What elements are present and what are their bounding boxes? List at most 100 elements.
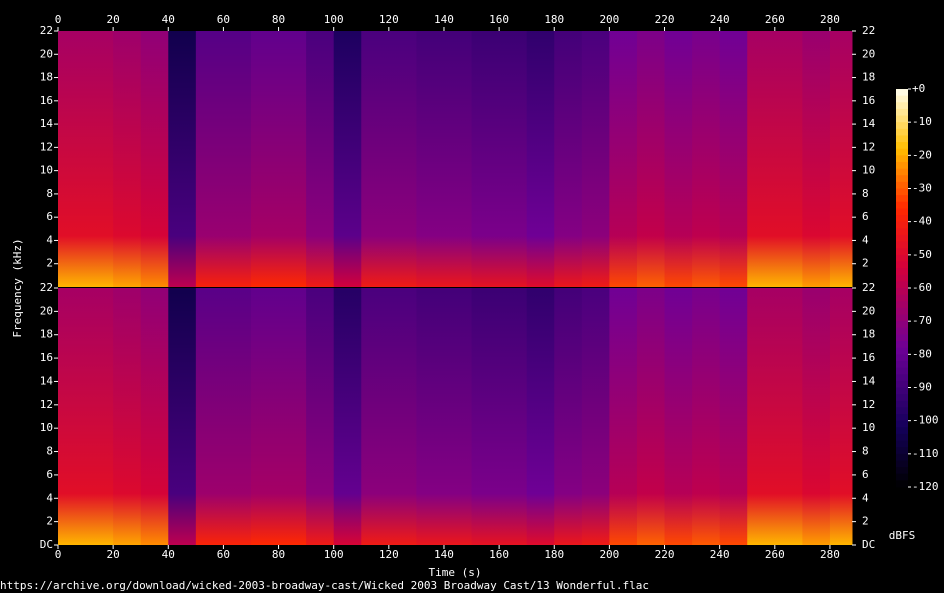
x-tick-label-top: 140 <box>434 13 454 26</box>
colorbar-band <box>896 480 908 488</box>
spectrogram-segment <box>333 31 362 287</box>
colorbar-band <box>896 102 908 110</box>
colorbar-band <box>896 261 908 269</box>
spectrogram-segment <box>195 288 224 545</box>
y-tick-label: DC <box>40 538 53 551</box>
x-tick-label: 40 <box>162 548 175 561</box>
spectrogram-segment <box>306 31 335 287</box>
colorbar-band <box>896 460 908 468</box>
spectrogram-segment <box>223 288 252 545</box>
y-tick-label-right: 8 <box>862 445 869 458</box>
x-tick-label-top: 180 <box>544 13 564 26</box>
y-tick-label-right: 6 <box>862 468 869 481</box>
spectrogram-segment <box>692 288 721 545</box>
spectrogram-segment <box>719 31 748 287</box>
spectrogram-segment <box>113 31 142 287</box>
spectrogram-segment <box>747 31 776 287</box>
colorbar-band <box>896 135 908 143</box>
colorbar-band <box>896 115 908 123</box>
colorbar-tick-label: -100 <box>912 414 939 427</box>
colorbar-band <box>896 360 908 369</box>
colorbar-band <box>896 420 908 428</box>
colorbar-band <box>896 400 908 408</box>
spectrogram-segment <box>499 31 528 287</box>
spectrogram-segment <box>278 31 307 287</box>
y-tick-label-right: 18 <box>862 328 875 341</box>
colorbar-band <box>896 234 908 243</box>
spectrogram-segment <box>664 31 693 287</box>
y-tick-label: 14 <box>40 374 54 387</box>
colorbar-band <box>896 321 908 329</box>
x-tick-label: 260 <box>765 548 785 561</box>
spectrogram-segment <box>554 288 583 545</box>
spectrogram-segment <box>416 288 445 545</box>
footer: https://archive.org/download/wicked-2003… <box>0 579 649 592</box>
y-tick-label-right: 10 <box>862 164 875 177</box>
spectrogram-segment <box>471 31 500 287</box>
spectrogram-segment <box>58 288 87 545</box>
spectrogram-segment <box>140 31 169 287</box>
spectrogram-segment <box>774 31 803 287</box>
spectrogram-segment <box>636 288 666 545</box>
colorbar-band <box>896 274 908 282</box>
colorbar-tick-label: -10 <box>912 115 932 128</box>
colorbar-band <box>896 241 908 249</box>
y-tick-label-right: 14 <box>862 374 876 387</box>
y-tick-label-right: 4 <box>862 233 869 246</box>
y-tick-label-right: 2 <box>862 257 869 270</box>
spectrogram-segment <box>361 31 390 287</box>
x-tick-label-top: 20 <box>107 13 120 26</box>
spectrogram-segment <box>168 288 197 545</box>
colorbar-band <box>896 367 908 375</box>
spectrogram-segment <box>664 288 693 545</box>
spectrogram-segment <box>140 288 169 545</box>
colorbar-band <box>896 307 908 316</box>
y-tick-label: 16 <box>40 94 53 107</box>
x-axis-label: Time (s) <box>429 566 482 579</box>
colorbar-tick-label: -120 <box>912 480 939 493</box>
y-tick-label: 18 <box>40 71 53 84</box>
spectrogram-segment <box>526 31 555 287</box>
x-tick-label-top: 260 <box>765 13 785 26</box>
colorbar-band <box>896 142 908 150</box>
y-tick-label-right: 12 <box>862 398 875 411</box>
colorbar-tick-label: -30 <box>912 182 932 195</box>
colorbar-band <box>896 155 908 163</box>
y-tick-label: 4 <box>46 491 53 504</box>
x-tick-label-top: 100 <box>324 13 344 26</box>
colorbar-band <box>896 341 908 349</box>
y-tick-label: 12 <box>40 398 53 411</box>
colorbar-band <box>896 387 908 395</box>
y-tick-label-right: 22 <box>862 24 875 37</box>
spectrogram-segment <box>774 288 803 545</box>
colorbar-band <box>896 427 908 435</box>
spectrogram-segment <box>113 288 142 545</box>
colorbar-band <box>896 201 908 209</box>
y-tick-label: 2 <box>46 257 53 270</box>
colorbar-tick-label: -70 <box>912 314 932 327</box>
colorbar-band <box>896 347 908 355</box>
y-tick-label: 4 <box>46 233 53 246</box>
spectrogram-segment <box>443 31 473 287</box>
y-tick-label: 20 <box>40 47 53 60</box>
colorbar-band <box>896 414 908 422</box>
colorbar-band <box>896 447 908 455</box>
colorbar-band <box>896 374 908 382</box>
y-tick-label-right: 10 <box>862 421 875 434</box>
colorbar-band <box>896 440 908 448</box>
x-tick-label-top: 280 <box>820 13 840 26</box>
colorbar-band <box>896 327 908 335</box>
spectrogram-segment <box>388 31 417 287</box>
spectrogram-segment <box>581 288 610 545</box>
y-tick-label-right: 20 <box>862 47 875 60</box>
colorbar-band <box>896 394 908 402</box>
spectrogram-segment <box>802 31 831 287</box>
y-tick-label-right: 18 <box>862 71 875 84</box>
y-tick-label: 22 <box>40 24 53 37</box>
y-tick-label: 20 <box>40 304 53 317</box>
x-tick-label: 0 <box>55 548 62 561</box>
y-tick-label: 8 <box>46 445 53 458</box>
y-tick-label-right: 8 <box>862 187 869 200</box>
x-tick-label-top: 40 <box>162 13 175 26</box>
